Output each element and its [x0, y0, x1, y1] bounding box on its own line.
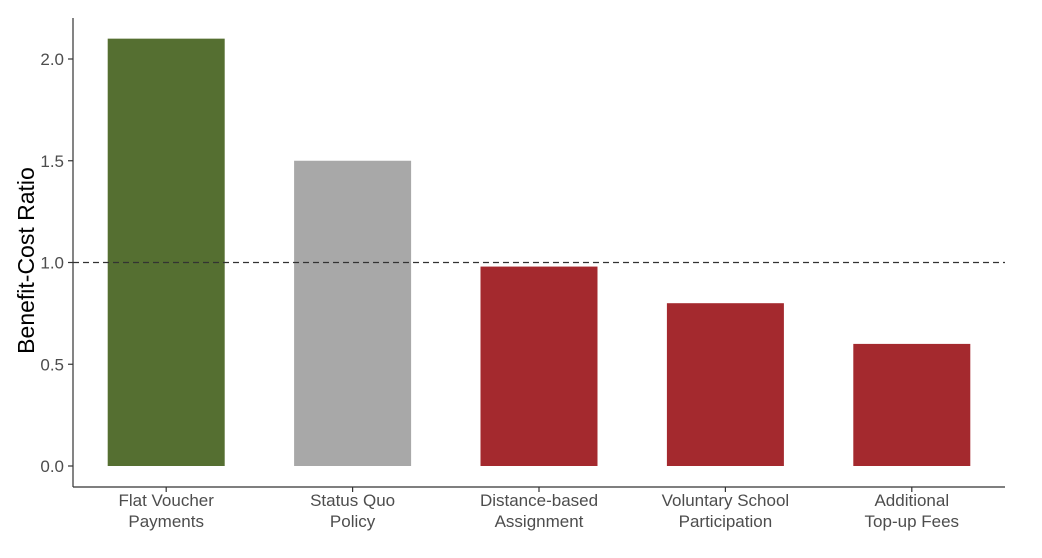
x-tick-label: Additional Top-up Fees	[865, 491, 960, 531]
y-tick-label: 1.5	[40, 152, 64, 171]
x-tick-label: Flat Voucher Payments	[118, 491, 214, 531]
y-tick-label: 0.0	[40, 457, 64, 476]
bar-2	[480, 266, 598, 466]
bar-3	[666, 303, 784, 466]
bar-4	[853, 343, 971, 466]
y-tick-label: 1.0	[40, 254, 64, 273]
y-axis-title: Benefit-Cost Ratio	[13, 167, 39, 354]
y-axis-ticks: 0.0 0.5 1.0 1.5 2.0	[40, 50, 73, 476]
x-tick-label: Voluntary School Participation	[662, 491, 790, 531]
x-axis-labels: Flat Voucher Payments Status Quo Policy Dist…	[118, 487, 959, 531]
bar-1	[294, 160, 412, 466]
x-tick-label: Distance-based Assignment	[480, 491, 598, 531]
y-tick-label: 0.5	[40, 355, 64, 374]
bars-group	[107, 38, 971, 467]
y-tick-label: 2.0	[40, 50, 64, 69]
bar-0	[107, 38, 225, 467]
x-tick-label: Status Quo Policy	[310, 491, 395, 531]
